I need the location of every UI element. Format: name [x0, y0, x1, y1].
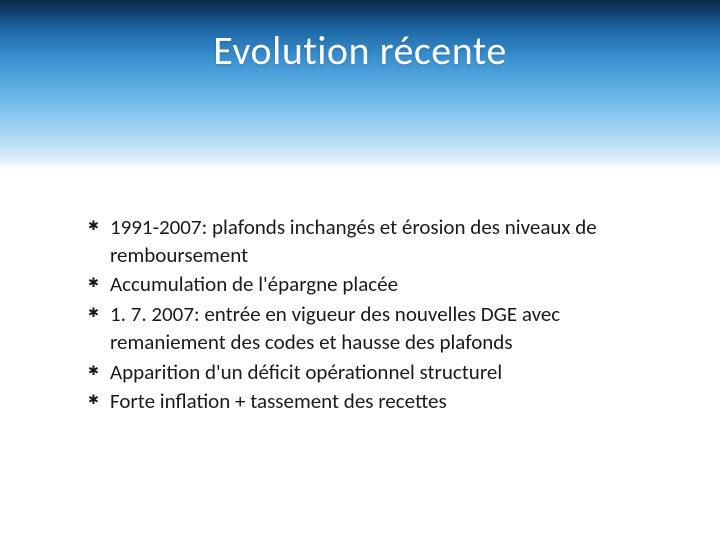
bullet-item: 1991-2007: plafonds inchangés et érosion… [88, 214, 642, 269]
slide-body: 1991-2007: plafonds inchangés et érosion… [0, 168, 720, 416]
bullet-item: Forte inflation + tassement des recettes [88, 388, 642, 416]
bullet-list: 1991-2007: plafonds inchangés et érosion… [88, 214, 642, 416]
slide: Evolution récente 1991-2007: plafonds in… [0, 0, 720, 540]
slide-title: Evolution récente [213, 26, 506, 75]
bullet-item: Accumulation de l'épargne placée [88, 271, 642, 299]
bullet-item: Apparition d'un déficit opérationnel str… [88, 359, 642, 387]
header-band: Evolution récente [0, 0, 720, 168]
bullet-item: 1. 7. 2007: entrée en vigueur des nouvel… [88, 301, 642, 356]
